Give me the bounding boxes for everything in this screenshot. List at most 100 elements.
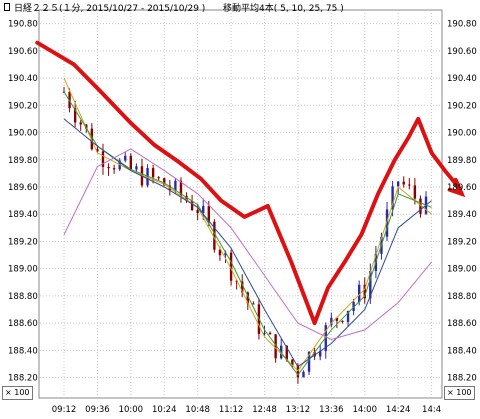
y-tick-label-left: 188.60: [8, 319, 38, 329]
y-tick-label-right: 188.20: [447, 374, 477, 384]
candle-body: [369, 270, 372, 299]
candle-body: [135, 166, 138, 170]
scale-right-badge: × 100: [444, 386, 475, 400]
candle-body: [157, 177, 160, 179]
candle-body: [246, 292, 249, 304]
y-tick-label-right: 190.40: [447, 74, 477, 84]
y-tick-label-left: 190.80: [8, 20, 38, 30]
candle-body: [235, 280, 238, 282]
y-tick-label-right: 190.20: [447, 101, 477, 111]
y-tick-label-right: 189.20: [447, 237, 477, 247]
scale-left-badge: × 100: [2, 386, 33, 400]
x-tick-label: 14:24: [386, 405, 411, 415]
candle-body: [335, 317, 339, 321]
candle-body: [252, 303, 255, 305]
y-axis: 190.80 190.80 190.60 190.60 190.40 190.40 190.…: [8, 20, 477, 384]
ma-line-25: [63, 118, 432, 368]
y-tick-label-right: 189.80: [447, 156, 477, 166]
candle-body: [346, 310, 350, 322]
candle-body: [174, 180, 177, 191]
candle-body: [241, 281, 244, 293]
candle-body: [207, 206, 211, 222]
plot-frame: [38, 9, 443, 399]
candle-body: [163, 178, 166, 186]
y-tick-label-left: 190.60: [8, 47, 38, 57]
candle-body: [151, 168, 155, 178]
y-tick-label-left: 188.80: [8, 292, 38, 302]
y-tick-label-left: 189.00: [8, 265, 38, 275]
y-tick-label-right: 188.60: [447, 319, 477, 329]
candle-body: [313, 351, 316, 357]
candle-body: [107, 166, 110, 169]
y-tick-label-left: 188.40: [8, 346, 38, 356]
y-tick-label-right: 190.60: [447, 47, 477, 57]
window-icon: [4, 3, 10, 11]
chart-title: 日経２２５(１分, 2015/10/27 - 2015/10/29 ): [14, 4, 206, 14]
candle-body: [224, 252, 227, 256]
candle-body: [196, 209, 199, 214]
candle-body: [402, 181, 405, 185]
candle-body: [285, 345, 288, 360]
candle-body: [396, 181, 400, 187]
candle-body: [124, 155, 127, 161]
y-tick-label-right: 188.80: [447, 292, 477, 302]
x-tick-label: 10:48: [185, 405, 210, 415]
moving-average-label: 移動平均4本( 5, 10, 25, 75 ): [223, 4, 344, 14]
y-tick-label-right: 189.60: [447, 183, 477, 193]
y-tick-label-left: 190.00: [8, 129, 38, 139]
annotation-arrow-line: [35, 40, 464, 326]
candle-body: [268, 332, 272, 335]
candle-body: [101, 151, 105, 167]
candle-body: [202, 206, 205, 214]
candle-body: [263, 332, 266, 334]
y-tick-label-left: 189.40: [8, 210, 38, 220]
x-axis: 09:12 09:36 10:00 10:24 10:48 11:12 12:48 13:12…: [52, 405, 441, 415]
candle-body: [307, 351, 311, 372]
y-tick-label-left: 190.40: [8, 74, 38, 84]
x-tick-label: 13:36: [319, 405, 344, 415]
candle-body: [190, 200, 194, 210]
y-tick-label-left: 189.60: [8, 183, 38, 193]
candle-body: [291, 359, 294, 366]
x-tick-label: 10:00: [119, 405, 144, 415]
candle-body: [302, 371, 305, 378]
annotation-arrow-head: [447, 177, 466, 198]
candle-body: [146, 168, 149, 186]
grid: [40, 10, 441, 398]
x-tick-label: 13:12: [286, 405, 311, 415]
x-tick-label: 14:00: [353, 405, 378, 415]
y-tick-label-right: 190.00: [447, 129, 477, 139]
candle-body: [357, 284, 361, 302]
candle-body: [318, 351, 322, 357]
candle-body: [413, 185, 417, 199]
candle-body: [330, 317, 333, 326]
candle-body: [229, 252, 233, 281]
candle-body: [185, 195, 188, 201]
candle-body: [79, 122, 82, 125]
y-tick-label-left: 189.20: [8, 237, 38, 247]
candle-body: [385, 209, 389, 237]
candle-body: [90, 128, 94, 150]
candle-body: [129, 155, 133, 170]
candle-body: [96, 149, 99, 152]
candle-body: [391, 186, 394, 210]
y-tick-label-right: 188.40: [447, 346, 477, 356]
y-tick-label-left: 189.80: [8, 156, 38, 166]
x-tick-label: 09:12: [52, 405, 77, 415]
candle-body: [363, 284, 366, 299]
annotation-layer: [35, 40, 466, 326]
candle-body: [352, 301, 355, 311]
candle-body: [73, 108, 77, 123]
ma-line-5: [63, 77, 432, 372]
candle-body: [85, 124, 88, 129]
y-tick-label-right: 189.40: [447, 210, 477, 220]
x-tick-label: 09:36: [85, 405, 110, 415]
x-tick-label: 10:24: [152, 405, 177, 415]
candle-body: [218, 249, 222, 256]
moving-averages: [63, 77, 432, 376]
y-tick-label-right: 190.80: [447, 20, 477, 30]
x-tick-label: 12:48: [252, 405, 277, 415]
y-tick-label-right: 189.00: [447, 265, 477, 275]
candle-body: [274, 334, 277, 359]
